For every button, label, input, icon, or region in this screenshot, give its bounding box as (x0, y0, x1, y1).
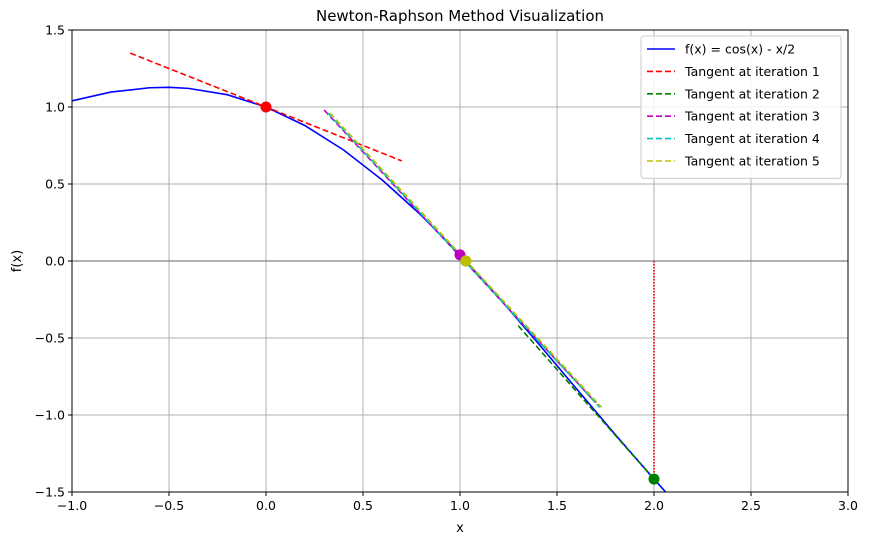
legend-label: f(x) = cos(x) - x/2 (685, 42, 795, 57)
x-tick-label: 0.0 (256, 498, 276, 513)
legend: f(x) = cos(x) - x/2 Tangent at iteration … (640, 35, 842, 179)
legend-label: Tangent at iteration 4 (684, 131, 820, 146)
x-ticks: −1.0 −0.5 0.0 0.5 1.0 1.5 2.0 2.5 3.0 (57, 492, 858, 513)
y-ticks: −1.5 −1.0 −0.5 0.0 0.5 1.0 1.5 (35, 23, 72, 500)
chart-title: Newton-Raphson Method Visualization (316, 7, 604, 25)
legend-box (640, 35, 842, 179)
x-tick-label: 0.5 (353, 498, 373, 513)
legend-label: Tangent at iteration 2 (684, 86, 820, 101)
y-tick-label: −1.5 (35, 485, 65, 500)
x-tick-label: 1.0 (450, 498, 470, 513)
tangent-line-2 (517, 325, 655, 480)
legend-label: Tangent at iteration 5 (684, 154, 820, 169)
y-tick-label: 0.5 (45, 177, 65, 192)
x-tick-label: 2.5 (741, 498, 761, 513)
x-tick-label: −0.5 (154, 498, 184, 513)
iteration-point-5 (460, 255, 472, 267)
y-tick-label: 1.5 (45, 23, 65, 38)
iteration-point-2 (648, 473, 660, 485)
y-tick-label: −0.5 (35, 331, 65, 346)
x-tick-label: 3.0 (838, 498, 858, 513)
y-tick-label: 1.0 (45, 100, 65, 115)
legend-label: Tangent at iteration 1 (684, 64, 820, 79)
iteration-point-1 (260, 101, 272, 113)
markers (260, 101, 660, 485)
legend-label: Tangent at iteration 3 (684, 109, 820, 124)
y-tick-label: −1.0 (35, 408, 65, 423)
series-curve (72, 86, 667, 492)
x-tick-label: 1.5 (547, 498, 567, 513)
x-tick-label: −1.0 (57, 498, 87, 513)
y-tick-label: 0.0 (45, 254, 65, 269)
x-axis-label: x (456, 521, 464, 536)
y-axis-label: f(x) (10, 250, 25, 272)
x-tick-label: 2.0 (644, 498, 664, 513)
